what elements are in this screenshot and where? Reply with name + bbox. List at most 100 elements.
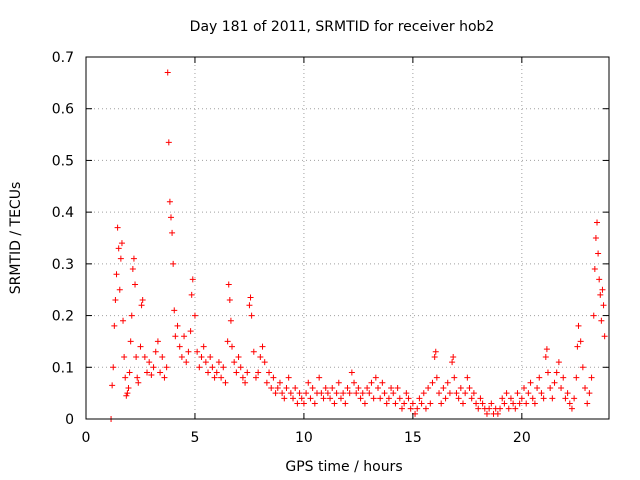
axis-ticks [85, 56, 609, 420]
data-point [226, 297, 233, 304]
data-point [202, 359, 209, 366]
data-point [449, 359, 456, 366]
data-point [263, 379, 270, 386]
data-point [477, 395, 484, 402]
data-point [340, 390, 347, 397]
data-point [290, 395, 297, 402]
data-point [575, 322, 582, 329]
data-point [364, 384, 371, 391]
data-point [591, 266, 598, 273]
data-point [307, 395, 314, 402]
data-point [375, 384, 382, 391]
y-tick-labels: 0 0.1 0.2 0.3 0.4 0.5 0.6 0.7 [52, 50, 74, 428]
data-point [468, 395, 475, 402]
data-point [261, 359, 268, 366]
data-point [255, 369, 262, 376]
data-point [181, 333, 188, 340]
data-point [205, 369, 212, 376]
data-point [577, 338, 584, 345]
data-point [116, 286, 123, 293]
data-point [372, 374, 379, 381]
data-point [231, 359, 238, 366]
data-point [178, 353, 185, 360]
data-point [503, 390, 510, 397]
data-point [324, 390, 331, 397]
data-point [425, 384, 432, 391]
data-point [588, 374, 595, 381]
data-point [120, 317, 127, 324]
x-tick-label: 20 [513, 430, 531, 446]
data-point [598, 317, 605, 324]
data-point [549, 395, 556, 402]
data-point [507, 395, 514, 402]
data-point [167, 214, 174, 221]
data-point [196, 364, 203, 371]
data-point [113, 271, 120, 278]
data-point [379, 379, 386, 386]
data-point [574, 343, 581, 350]
data-point [225, 281, 232, 288]
data-point [453, 390, 460, 397]
data-point [322, 384, 329, 391]
x-tick-label: 0 [82, 430, 91, 446]
data-point [401, 400, 408, 407]
data-point [244, 369, 251, 376]
data-point [130, 255, 137, 262]
data-point [512, 405, 519, 412]
data-point [383, 400, 390, 407]
data-point [518, 395, 525, 402]
data-point [129, 266, 136, 273]
data-point [479, 400, 486, 407]
data-point [359, 390, 366, 397]
data-point [213, 369, 220, 376]
data-point [137, 343, 144, 350]
data-point [176, 343, 183, 350]
data-point [444, 379, 451, 386]
data-point [433, 374, 440, 381]
data-point [385, 395, 392, 402]
data-point [198, 353, 205, 360]
data-point [470, 390, 477, 397]
data-point [462, 390, 469, 397]
data-point [111, 322, 118, 329]
data-point [398, 405, 405, 412]
data-point [381, 390, 388, 397]
data-point [128, 312, 135, 319]
data-point [351, 379, 358, 386]
data-point [183, 359, 190, 366]
data-point [409, 400, 416, 407]
data-point [529, 395, 536, 402]
data-point [414, 405, 421, 412]
data-point [165, 139, 172, 146]
data-point [133, 353, 140, 360]
data-point [346, 390, 353, 397]
data-point [132, 281, 139, 288]
data-point [459, 400, 466, 407]
data-point [594, 219, 601, 226]
data-point [166, 198, 173, 205]
data-point [174, 322, 181, 329]
data-point [429, 379, 436, 386]
data-point [144, 369, 151, 376]
data-point [294, 400, 301, 407]
data-point [499, 395, 506, 402]
x-tick-label: 10 [295, 430, 313, 446]
data-point [311, 400, 318, 407]
chart-title: Day 181 of 2011, SRMTID for receiver hob… [190, 19, 495, 35]
data-point [300, 400, 307, 407]
data-point [590, 312, 597, 319]
data-point [327, 395, 334, 402]
data-point [272, 390, 279, 397]
data-point [451, 374, 458, 381]
y-tick-label: 0.1 [52, 360, 74, 376]
data-point [163, 364, 170, 371]
data-point [333, 390, 340, 397]
data-point [159, 353, 166, 360]
data-point [497, 405, 504, 412]
data-point [211, 374, 218, 381]
data-point [377, 395, 384, 402]
data-point [516, 400, 523, 407]
y-tick-label: 0.3 [52, 257, 74, 273]
data-point [134, 374, 141, 381]
data-point [432, 348, 439, 355]
